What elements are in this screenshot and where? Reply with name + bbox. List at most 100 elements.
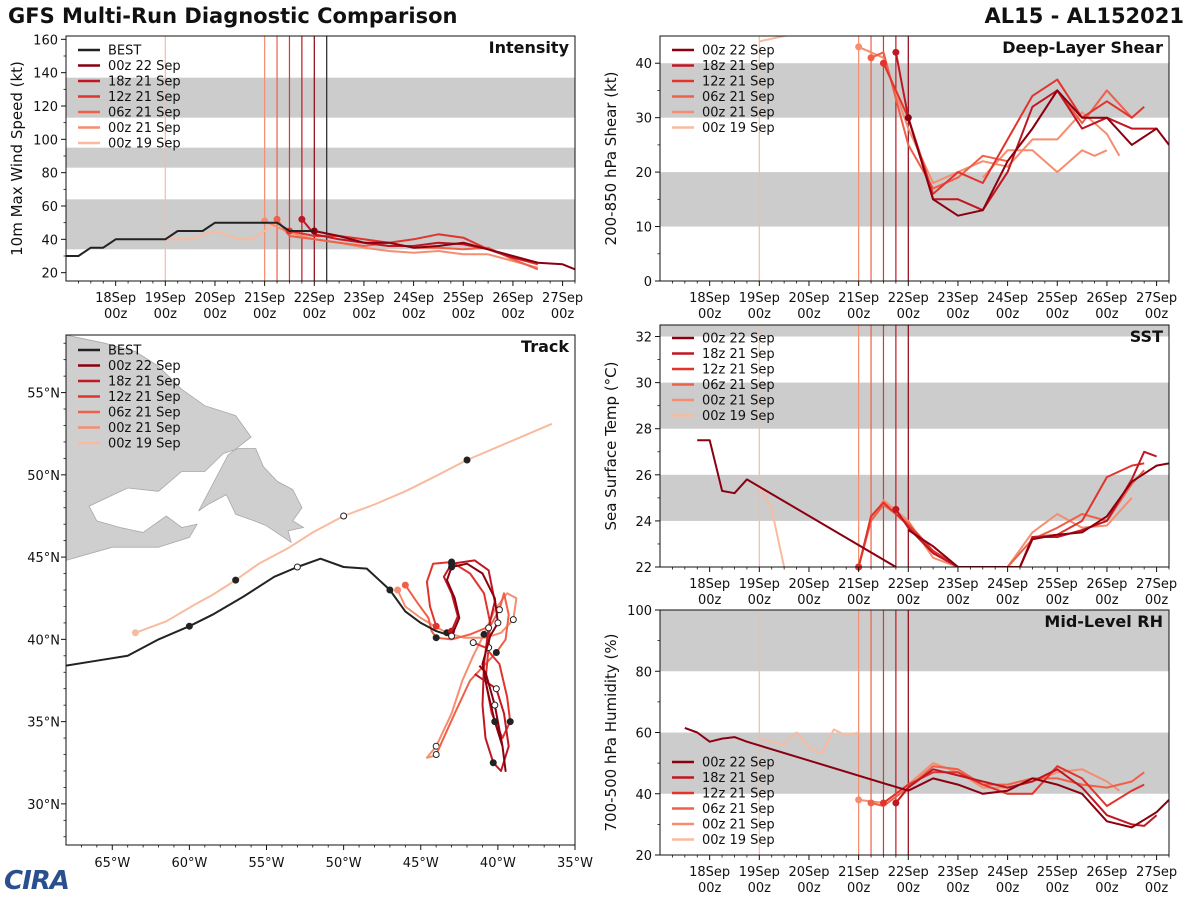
intensity-series-line (66, 221, 315, 257)
sst-xtick-label: 18Sep (689, 577, 730, 592)
track-ytick-label: 50°N (27, 469, 60, 484)
shear-xtick-label: 00z (1095, 307, 1119, 322)
shear-xtick-label: 25Sep (1037, 291, 1078, 306)
shear-band (660, 63, 1169, 118)
sst-series-line (857, 462, 1145, 567)
intensity-init-marker (273, 215, 281, 223)
track-init-marker (394, 586, 402, 594)
track-position-marker (463, 456, 471, 464)
sst-xtick-label: 00z (748, 593, 772, 608)
sst-band (660, 325, 1169, 337)
shear-legend-label: 18z 21 Sep (702, 59, 775, 74)
intensity-ytick-label: 60 (41, 200, 58, 215)
shear-title: Deep-Layer Shear (1002, 38, 1163, 57)
track-path (442, 559, 510, 772)
rh-xtick-label: 18Sep (689, 865, 730, 880)
shear-xtick-label: 23Sep (937, 291, 978, 306)
intensity-init-marker (298, 215, 306, 223)
rh-xtick-label: 22Sep (888, 865, 929, 880)
intensity-ytick-label: 120 (33, 100, 58, 115)
track-init-marker (131, 629, 139, 637)
rh-init-marker (879, 799, 887, 807)
intensity-xtick-label: 00z (551, 307, 575, 322)
intensity-legend-label: BEST (108, 44, 141, 59)
track-position-marker (492, 685, 500, 693)
rh-legend-label: 18z 21 Sep (702, 771, 775, 786)
intensity-xtick-label: 21Sep (244, 291, 285, 306)
intensity-xtick-label: 19Sep (145, 291, 186, 306)
intensity-frame (65, 35, 576, 282)
track-position-marker (232, 576, 240, 584)
shear-xtick-label: 00z (698, 307, 722, 322)
sst-xtick-label: 26Sep (1086, 577, 1127, 592)
track-path (135, 422, 553, 634)
track-xtick-label: 45°W (403, 856, 439, 871)
track-ytick-label: 30°N (27, 798, 60, 813)
intensity-xtick-label: 27Sep (542, 291, 583, 306)
intensity-xtick-label: 00z (203, 307, 227, 322)
track-land (66, 335, 305, 561)
track-position-marker (480, 630, 488, 638)
page-title: GFS Multi-Run Diagnostic Comparison (8, 4, 458, 28)
sst-xtick-label: 19Sep (739, 577, 780, 592)
track-position-marker (485, 624, 493, 632)
intensity-xtick-label: 00z (303, 307, 327, 322)
rh-xtick-label: 24Sep (987, 865, 1028, 880)
shear-legend-label: 00z 19 Sep (702, 121, 775, 136)
rh-xtick-label: 00z (946, 881, 970, 896)
rh-legend-label: 00z 21 Sep (702, 818, 775, 833)
track-position-marker (506, 718, 514, 726)
shear-xtick-label: 00z (1145, 307, 1169, 322)
track-legend-label: BEST (108, 344, 141, 359)
sst-series-line (697, 439, 897, 567)
sst-ytick-label: 24 (635, 515, 652, 530)
storm-id-title: AL15 - AL152021 (984, 4, 1185, 28)
intensity-xtick-label: 00z (501, 307, 525, 322)
rh-xtick-label: 25Sep (1037, 865, 1078, 880)
intensity-ytick-label: 20 (41, 267, 58, 282)
track-position-marker (185, 622, 193, 630)
sst-title: SST (1130, 327, 1163, 346)
intensity-band (66, 199, 575, 250)
sst-xtick-label: 24Sep (987, 577, 1028, 592)
sst-ytick-label: 26 (635, 469, 652, 484)
shear-legend-label: 00z 21 Sep (702, 106, 775, 121)
track-position-marker (340, 512, 348, 520)
rh-frame (659, 609, 1170, 856)
sst-ylabel: Sea Surface Temp (°C) (602, 361, 620, 530)
track-title: Track (521, 337, 569, 356)
sst-xtick-label: 20Sep (788, 577, 829, 592)
rh-xtick-label: 00z (1095, 881, 1119, 896)
sst-ytick-label: 28 (635, 423, 652, 438)
intensity-xtick-label: 24Sep (393, 291, 434, 306)
shear-band (660, 172, 1169, 227)
shear-xtick-label: 00z (797, 307, 821, 322)
track-legend-label: 00z 22 Sep (108, 359, 181, 374)
rh-ylabel: 700-500 hPa Humidity (%) (602, 633, 620, 831)
track-path (66, 557, 452, 667)
rh-xtick-label: 00z (797, 881, 821, 896)
track-path (446, 562, 507, 772)
track-position-marker (491, 718, 499, 726)
intensity-xtick-label: 00z (452, 307, 476, 322)
shear-xtick-label: 00z (946, 307, 970, 322)
shear-ylabel: 200-850 hPa Shear (kt) (602, 72, 620, 246)
shear-ytick-label: 0 (644, 275, 652, 290)
intensity-xtick-label: 25Sep (443, 291, 484, 306)
track-ytick-label: 55°N (27, 387, 60, 402)
rh-series-line (759, 728, 859, 755)
intensity-ytick-label: 160 (33, 33, 58, 48)
rh-xtick-label: 00z (1145, 881, 1169, 896)
sst-series-line (907, 462, 1169, 567)
rh-series-line (684, 726, 1169, 829)
rh-series-line (882, 765, 1145, 807)
rh-init-marker (892, 799, 900, 807)
shear-init-marker (879, 59, 887, 67)
rh-xtick-label: 20Sep (788, 865, 829, 880)
shear-xtick-label: 00z (996, 307, 1020, 322)
shear-xtick-label: 00z (748, 307, 772, 322)
shear-xtick-label: 21Sep (838, 291, 879, 306)
sst-xtick-label: 00z (1046, 593, 1070, 608)
track-position-marker (509, 616, 517, 624)
sst-xtick-label: 00z (698, 593, 722, 608)
